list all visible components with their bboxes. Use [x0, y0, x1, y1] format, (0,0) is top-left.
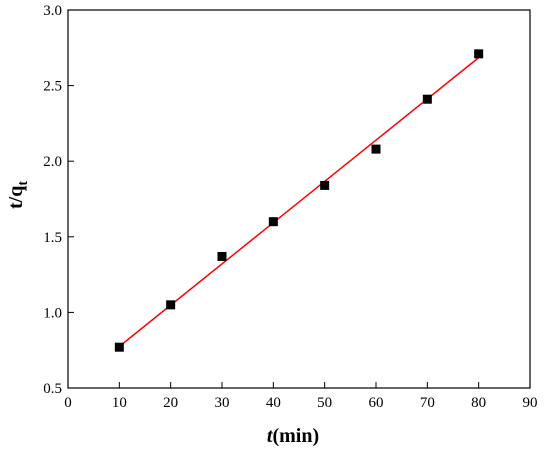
x-tick-label: 0 [64, 395, 72, 411]
data-point [268, 217, 278, 227]
data-point [422, 94, 432, 104]
y-tick-label: 2.0 [43, 154, 62, 170]
y-tick-label: 0.5 [43, 381, 62, 397]
x-tick-label: 10 [112, 395, 127, 411]
x-tick-label: 40 [266, 395, 281, 411]
data-point [114, 342, 124, 352]
y-axis-label-main: t/q [5, 186, 27, 209]
y-tick-label: 2.5 [43, 79, 62, 95]
y-tick-label: 1.5 [43, 230, 62, 246]
x-tick-label: 90 [523, 395, 538, 411]
y-axis-label: t/qt [5, 181, 31, 209]
x-tick-label: 20 [163, 395, 178, 411]
x-tick-label: 70 [420, 395, 435, 411]
data-point [217, 251, 227, 261]
data-point [371, 144, 381, 154]
y-axis-ticks: 0.5 1.0 1.5 2.0 2.5 3.0 [43, 3, 74, 397]
y-axis-label-subscript: t [16, 181, 31, 186]
x-axis-label: t(min) [267, 425, 319, 447]
x-tick-label: 60 [369, 395, 384, 411]
data-points-layer [114, 49, 484, 352]
x-tick-label: 30 [215, 395, 230, 411]
x-axis-label-unit: (min) [272, 425, 319, 447]
x-axis-ticks: 0 10 20 30 40 50 60 70 80 90 [64, 382, 538, 411]
plot-border [67, 9, 531, 389]
x-axis-label-italic: t [267, 425, 274, 447]
y-tick-label: 1.0 [43, 305, 62, 321]
data-point [474, 49, 484, 59]
y-tick-label: 3.0 [43, 3, 62, 19]
plot-frame [67, 9, 531, 389]
data-point [166, 300, 176, 310]
x-tick-label: 80 [471, 395, 486, 411]
data-point [320, 180, 330, 190]
x-tick-label: 50 [317, 395, 332, 411]
fit-line-layer [118, 57, 480, 348]
linear-fit-line [118, 57, 480, 348]
